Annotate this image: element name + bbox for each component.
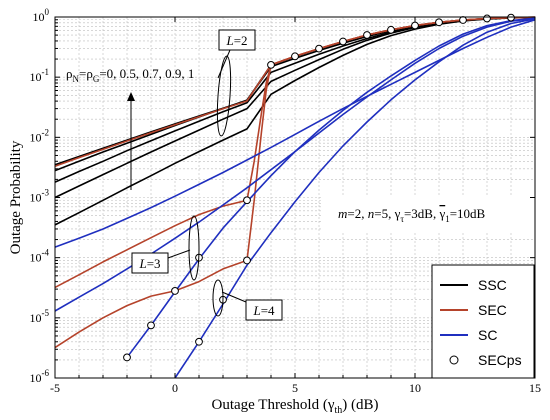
secps-marker <box>243 256 251 265</box>
l2-leader <box>217 49 231 79</box>
l4-label: L=4 <box>252 303 275 318</box>
series-line-sc-10 <box>126 17 536 358</box>
secps-marker <box>363 31 371 39</box>
secps-marker <box>411 21 419 30</box>
secps-marker <box>339 37 347 46</box>
x-tick-label: 5 <box>292 381 298 395</box>
legend-box <box>431 264 535 379</box>
y-tick-label: 10-2 <box>30 127 50 144</box>
secps-marker <box>435 18 443 27</box>
l3-label-box <box>131 252 169 274</box>
legend: SSC SEC SC SECps <box>431 264 535 379</box>
y-tick-label: 10-5 <box>30 308 50 325</box>
l4-leader <box>221 291 247 303</box>
secps-marker <box>459 16 467 24</box>
secps-marker <box>243 196 251 205</box>
legend-label-ssc: SSC <box>478 277 507 293</box>
y-tick-label: 10-1 <box>30 67 50 84</box>
secps-marker <box>195 337 203 346</box>
l2-label: L=2 <box>225 33 247 48</box>
secps-marker <box>315 44 323 53</box>
annotation-layer: L=2 ρN=ρG=0, 0.5, 0.7, 0.9, 1 L=3 L=4 m=2, n… <box>66 29 534 321</box>
secps-marker <box>147 321 155 330</box>
l2-label-box <box>218 29 256 51</box>
secps-marker <box>267 60 275 69</box>
secps-marker <box>483 14 491 23</box>
l3-label: L=3 <box>138 256 160 271</box>
l4-ellipse <box>212 279 224 317</box>
secps-marker <box>123 353 131 362</box>
y-tick-label: 10-6 <box>30 368 50 385</box>
x-tick-label: 0 <box>172 381 178 395</box>
series-line-ssc-4 <box>54 16 536 226</box>
params-label: m=2, n=5, γτ=3dB, γ1=10dB <box>338 206 486 224</box>
l3-leader <box>167 249 191 259</box>
l4-label-box <box>245 299 283 321</box>
series-line-sc-8 <box>54 19 536 248</box>
secps-marker <box>171 287 179 295</box>
y-tick-label: 10-3 <box>30 188 50 205</box>
secps-marker <box>387 25 395 34</box>
l2-ellipse <box>216 55 232 137</box>
axis-ticks: -5 0 5 10 15 10-6 10-5 10-4 10-3 10-2 10-1 100 <box>30 7 542 395</box>
secps-marker <box>291 52 299 61</box>
series-line-sc-11 <box>174 18 536 379</box>
x-axis-title: Outage Threshold (γth) (dB) <box>211 397 378 416</box>
rho-arrowhead <box>127 92 135 101</box>
y-tick-label: 100 <box>33 7 50 24</box>
legend-marker-secps <box>449 355 459 365</box>
legend-label-sc: SC <box>478 327 497 343</box>
y-axis-title: Outage Probability <box>8 140 24 254</box>
secps-marker <box>507 13 515 22</box>
x-tick-label: 15 <box>529 381 541 395</box>
legend-label-secps: SECps <box>478 352 522 368</box>
x-tick-label: 10 <box>409 381 421 395</box>
series-line-sec-7 <box>54 16 536 349</box>
l3-ellipse <box>188 215 200 281</box>
rho-label: ρN=ρG=0, 0.5, 0.7, 0.9, 1 <box>66 66 194 84</box>
x-tick-label: -5 <box>50 381 60 395</box>
params-box <box>322 196 534 232</box>
y-tick-label: 10-4 <box>30 248 50 265</box>
legend-label-sec: SEC <box>478 302 507 318</box>
